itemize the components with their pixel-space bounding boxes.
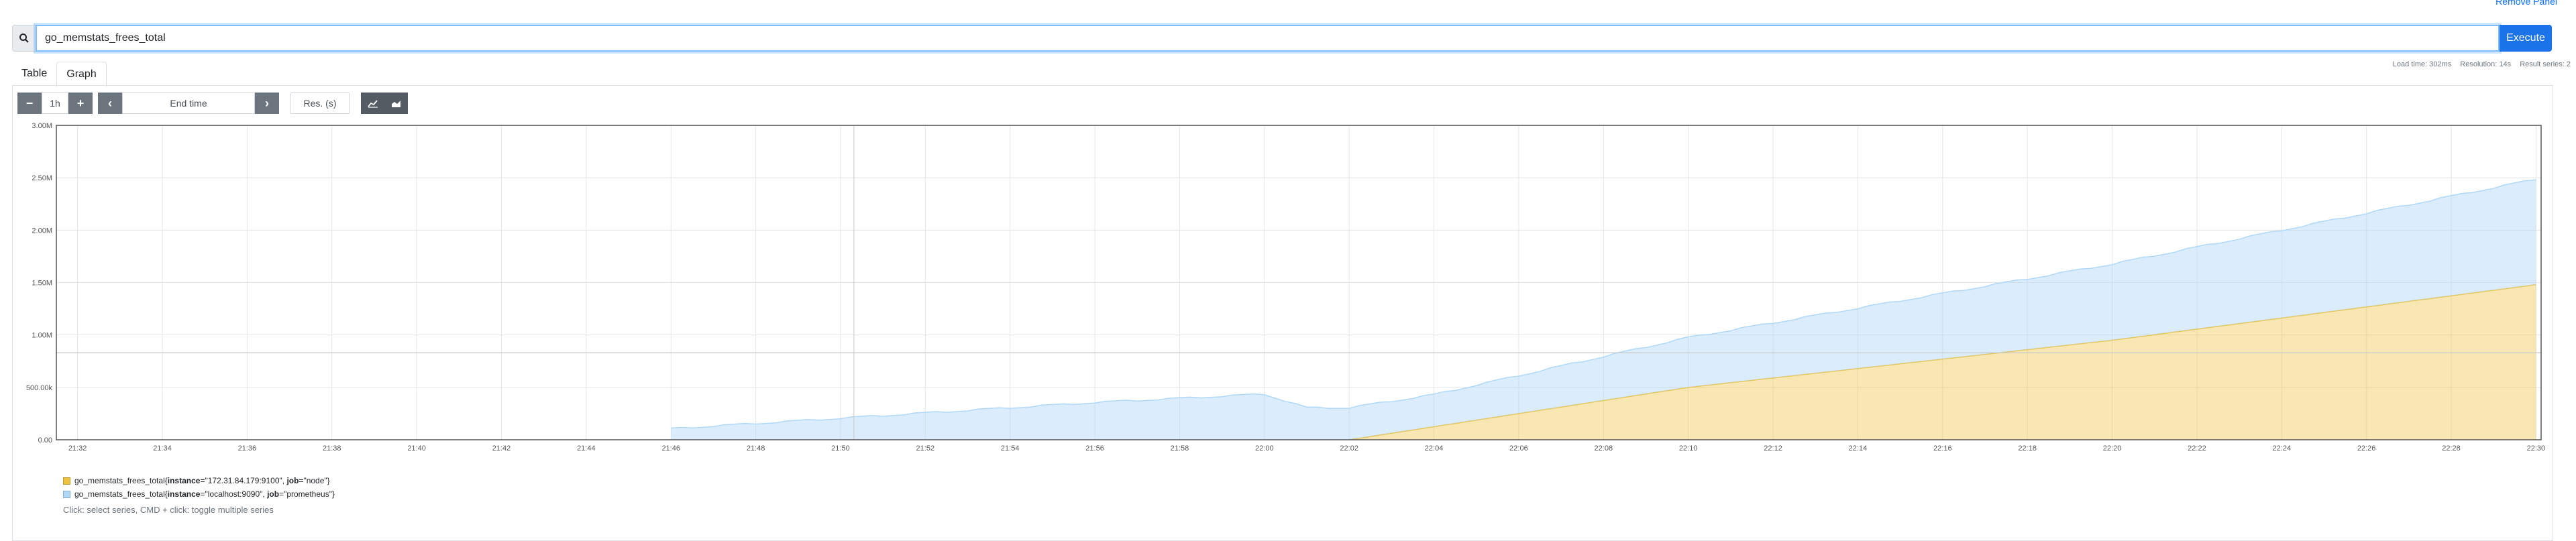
load-time: Load time: 302ms (2392, 60, 2452, 68)
result-series-stat: Result series: 2 (2520, 60, 2571, 68)
x-tick-label: 22:30 (2527, 444, 2546, 453)
search-icon (12, 25, 36, 52)
tab-table[interactable]: Table (21, 68, 48, 79)
graph-legend: go_memstats_frees_total{instance = "172.31… (63, 474, 335, 515)
x-tick-label: 22:18 (2018, 444, 2037, 453)
x-tick-label: 22:00 (1255, 444, 1274, 453)
x-tick-label: 21:48 (747, 444, 765, 453)
view-tabs: Table Graph (12, 62, 107, 87)
x-tick-label: 22:22 (2188, 444, 2206, 453)
increase-range-button[interactable]: + (68, 93, 93, 114)
y-tick-label: 2.00M (32, 227, 52, 235)
legend-metric: go_memstats_frees_total (74, 476, 165, 485)
series-area-prometheus (671, 180, 2536, 440)
x-tick-label: 22:14 (1849, 444, 1868, 453)
series-line-prometheus (671, 179, 2536, 429)
series-color-swatch (63, 490, 70, 498)
x-tick-label: 21:58 (1171, 444, 1189, 453)
x-tick-label: 22:02 (1340, 444, 1358, 453)
x-tick-label: 21:42 (492, 444, 511, 453)
legend-item-node[interactable]: go_memstats_frees_total{instance = "172.31… (63, 474, 335, 487)
back-time-button[interactable]: ‹ (98, 93, 122, 114)
x-tick-label: 22:12 (1764, 444, 1782, 453)
series-area-node (1349, 284, 2536, 440)
range-input[interactable]: 1h (42, 93, 68, 114)
expression-input[interactable]: go_memstats_frees_total (36, 25, 2500, 52)
y-tick-label: 0.00 (38, 436, 52, 444)
x-tick-label: 21:32 (68, 444, 87, 453)
label-value: "prometheus" (284, 489, 332, 499)
label-key: job (286, 476, 299, 485)
x-tick-label: 21:50 (831, 444, 850, 453)
plot-border (56, 125, 2542, 440)
x-tick-label: 22:06 (1509, 444, 1528, 453)
line-chart-icon[interactable] (361, 93, 384, 114)
execute-button[interactable]: Execute (2500, 25, 2552, 52)
x-tick-label: 21:36 (238, 444, 257, 453)
label-value: "node" (303, 476, 327, 485)
y-tick-label: 500.00k (26, 384, 53, 392)
expression-row: go_memstats_frees_total Execute (12, 25, 2552, 52)
x-tick-label: 22:10 (1679, 444, 1698, 453)
stacked-chart-icon[interactable] (384, 93, 408, 114)
y-tick-label: 3.00M (32, 122, 52, 130)
x-tick-label: 22:16 (1933, 444, 1952, 453)
x-tick-label: 22:20 (2103, 444, 2122, 453)
legend-item-prometheus[interactable]: go_memstats_frees_total{instance = "localh… (63, 487, 335, 501)
end-time-input[interactable]: End time (122, 93, 255, 114)
legend-metric: go_memstats_frees_total (74, 489, 165, 499)
x-tick-label: 21:34 (153, 444, 172, 453)
series-color-swatch (63, 477, 70, 485)
x-tick-label: 21:38 (323, 444, 341, 453)
remove-panel-link[interactable]: Remove Panel (2496, 0, 2557, 7)
label-key: instance (167, 489, 201, 499)
x-tick-label: 21:54 (1001, 444, 1020, 453)
x-tick-label: 22:04 (1425, 444, 1444, 453)
label-key: job (267, 489, 280, 499)
resolution-input[interactable]: Res. (s) (290, 93, 350, 114)
query-stats: Load time: 302ms Resolution: 14s Result … (2386, 60, 2571, 68)
x-tick-label: 21:40 (407, 444, 426, 453)
label-value: "172.31.84.179:9100" (205, 476, 282, 485)
y-tick-label: 1.00M (32, 332, 52, 340)
tab-graph[interactable]: Graph (56, 62, 107, 87)
legend-hint: Click: select series, CMD + click: toggl… (63, 505, 274, 515)
forward-time-button[interactable]: › (255, 93, 279, 114)
resolution-stat: Resolution: 14s (2460, 60, 2512, 68)
x-tick-label: 21:44 (577, 444, 596, 453)
decrease-range-button[interactable]: − (17, 93, 42, 114)
y-tick-label: 2.50M (32, 174, 52, 182)
x-tick-label: 21:56 (1085, 444, 1104, 453)
x-tick-label: 22:24 (2273, 444, 2292, 453)
label-value: "localhost:9090" (205, 489, 263, 499)
x-tick-label: 22:08 (1595, 444, 1613, 453)
graph-controls: − 1h + ‹ End time › Res. (s) (17, 93, 408, 114)
x-tick-label: 21:52 (916, 444, 935, 453)
y-tick-label: 1.50M (32, 280, 52, 288)
x-tick-label: 21:46 (661, 444, 680, 453)
x-tick-label: 22:28 (2442, 444, 2461, 453)
label-key: instance (167, 476, 201, 485)
series-line-node (1349, 284, 2536, 440)
x-tick-label: 22:26 (2357, 444, 2376, 453)
